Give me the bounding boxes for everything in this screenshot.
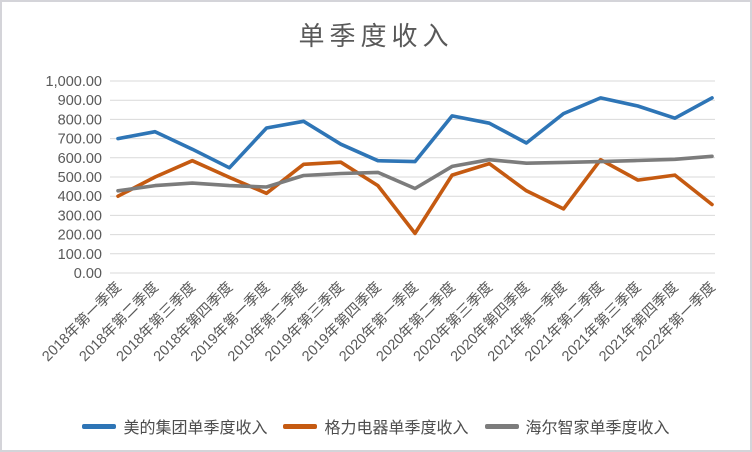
y-axis-tick-label: 0.00 [74, 266, 102, 282]
chart-title: 单季度收入 [298, 22, 454, 52]
legend-label-midea: 美的集团单季度收入 [123, 420, 268, 437]
y-axis-tick-label: 400.00 [58, 189, 102, 205]
y-axis-tick-label: 700.00 [58, 132, 102, 148]
y-axis-tick-label: 900.00 [58, 93, 102, 109]
y-axis-tick-label: 200.00 [58, 228, 102, 244]
legend-swatch-midea [82, 423, 117, 429]
legend-swatch-gree [283, 423, 318, 429]
legend-item-haier: 海尔智家单季度收入 [484, 414, 670, 438]
y-axis-tick-label: 1,000.00 [46, 74, 102, 90]
legend-item-gree: 格力电器单季度收入 [283, 414, 469, 438]
y-axis-tick-label: 500.00 [58, 170, 102, 186]
legend-item-midea: 美的集团单季度收入 [82, 414, 267, 438]
legend-label-haier: 海尔智家单季度收入 [525, 420, 670, 437]
legend: 美的集团单季度收入 格力电器单季度收入 海尔智家单季度收入 [2, 414, 750, 438]
y-axis-tick-label: 100.00 [58, 247, 102, 263]
series-line-midea [116, 96, 714, 170]
series-line-haier [116, 154, 714, 193]
legend-swatch-haier [484, 423, 519, 429]
y-axis-tick-label: 300.00 [58, 208, 102, 224]
y-axis-tick-label: 800.00 [58, 112, 102, 128]
y-axis-tick-label: 600.00 [58, 151, 102, 167]
series-line-gree [116, 157, 714, 236]
legend-label-gree: 格力电器单季度收入 [324, 420, 469, 437]
